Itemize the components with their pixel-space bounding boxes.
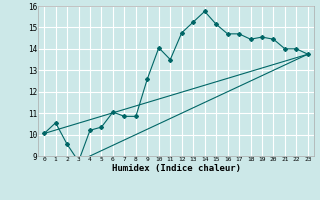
X-axis label: Humidex (Indice chaleur): Humidex (Indice chaleur): [111, 164, 241, 173]
